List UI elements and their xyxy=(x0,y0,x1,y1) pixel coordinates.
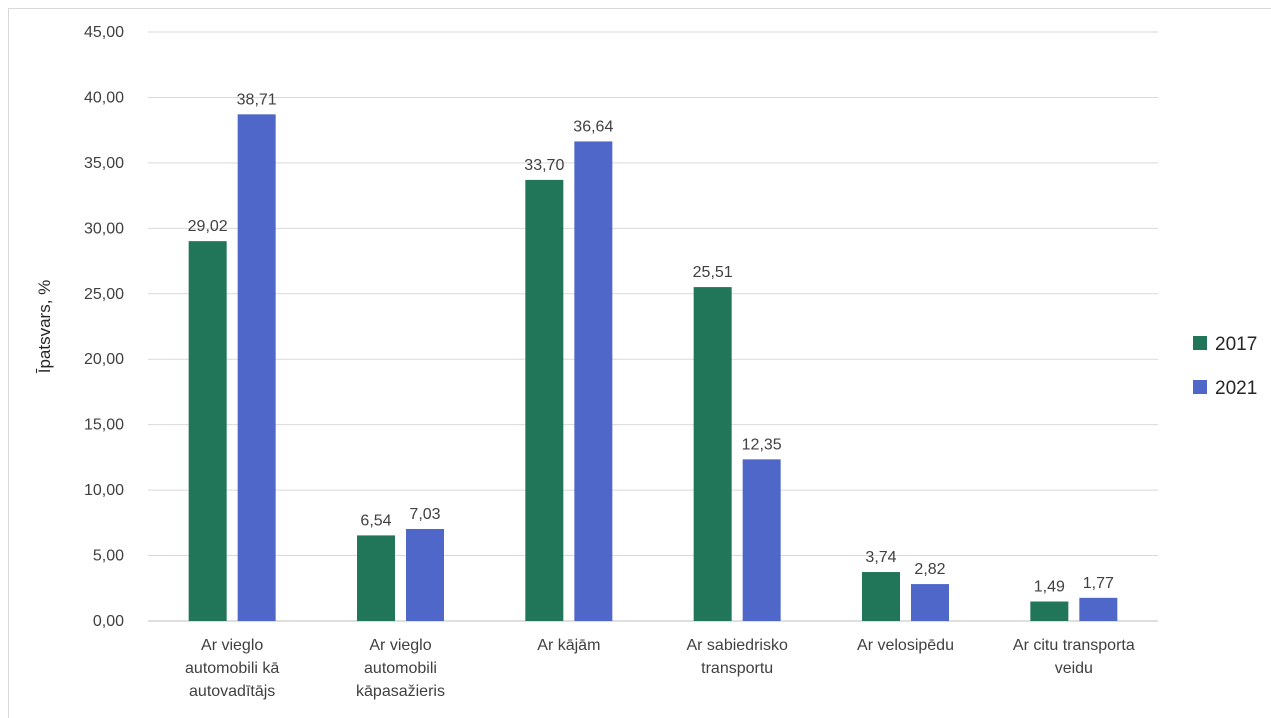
data-label: 1,49 xyxy=(1034,578,1065,595)
data-label: 6,54 xyxy=(360,512,391,529)
category-label: Ar vieglo xyxy=(201,637,263,654)
data-label: 1,77 xyxy=(1083,575,1114,592)
bar-2021-2 xyxy=(574,141,613,622)
bar-2021-4 xyxy=(911,584,949,621)
data-label: 12,35 xyxy=(742,436,782,453)
category-label: automobili kā xyxy=(185,660,279,677)
category-label: Ar velosipēdu xyxy=(857,637,954,654)
data-label: 7,03 xyxy=(409,506,440,523)
bar-2017-3 xyxy=(693,287,732,621)
legend-label: 2017 xyxy=(1215,334,1257,355)
gridlines xyxy=(148,31,1158,622)
y-tick-label: 30,00 xyxy=(84,220,124,237)
y-tick-label: 45,00 xyxy=(84,24,124,41)
y-axis-label: Īpatsvars, % xyxy=(35,280,54,374)
category-labels: Ar vieglo automobili kā autovadītājs Ar vie… xyxy=(185,637,1135,700)
category-label: Ar kājām xyxy=(537,637,600,654)
data-label: 33,70 xyxy=(524,157,564,174)
y-tick-label: 10,00 xyxy=(84,482,124,499)
y-tick-label: 20,00 xyxy=(84,351,124,368)
bar-2021-1 xyxy=(406,528,444,621)
category-label: veidu xyxy=(1055,660,1093,677)
category-label: automobili xyxy=(364,660,437,677)
data-label: 3,74 xyxy=(865,549,896,566)
bar-2017-5 xyxy=(1030,601,1069,621)
bar-2021-0 xyxy=(237,114,276,622)
data-label: 29,02 xyxy=(188,218,228,235)
category-label: transportu xyxy=(701,660,773,677)
y-axis-ticks: 0,00 5,00 10,00 15,00 20,00 25,00 30,00 35,00 40… xyxy=(84,24,124,630)
data-label: 36,64 xyxy=(573,118,613,135)
y-tick-label: 35,00 xyxy=(84,155,124,172)
category-label: autovadītājs xyxy=(189,683,275,700)
legend-swatch-2021 xyxy=(1193,380,1207,394)
data-labels: 29,02 38,71 6,54 7,03 33,70 36,64 25,51 12,35 3,… xyxy=(188,91,1114,595)
category-label: kāpasažieris xyxy=(356,683,445,700)
y-tick-label: 0,00 xyxy=(93,613,124,630)
bar-2021-3 xyxy=(742,459,781,621)
data-label: 38,71 xyxy=(237,91,277,108)
category-label: Ar vieglo xyxy=(369,637,431,654)
y-tick-label: 25,00 xyxy=(84,286,124,303)
bar-2017-0 xyxy=(188,241,227,621)
category-label: Ar citu transporta xyxy=(1013,637,1135,654)
y-tick-label: 5,00 xyxy=(93,548,124,565)
legend: 2017 2021 xyxy=(1193,334,1257,399)
data-label: 25,51 xyxy=(693,264,733,281)
bars xyxy=(188,114,1118,622)
bar-2017-2 xyxy=(525,179,564,621)
category-label: Ar sabiedrisko xyxy=(686,637,787,654)
bar-2021-5 xyxy=(1079,597,1118,621)
legend-swatch-2017 xyxy=(1193,336,1207,350)
y-tick-label: 15,00 xyxy=(84,417,124,434)
bar-2017-4 xyxy=(862,572,900,621)
y-tick-label: 40,00 xyxy=(84,89,124,106)
legend-label: 2021 xyxy=(1215,378,1257,399)
data-label: 2,82 xyxy=(914,561,945,578)
bar-2017-1 xyxy=(357,535,395,621)
